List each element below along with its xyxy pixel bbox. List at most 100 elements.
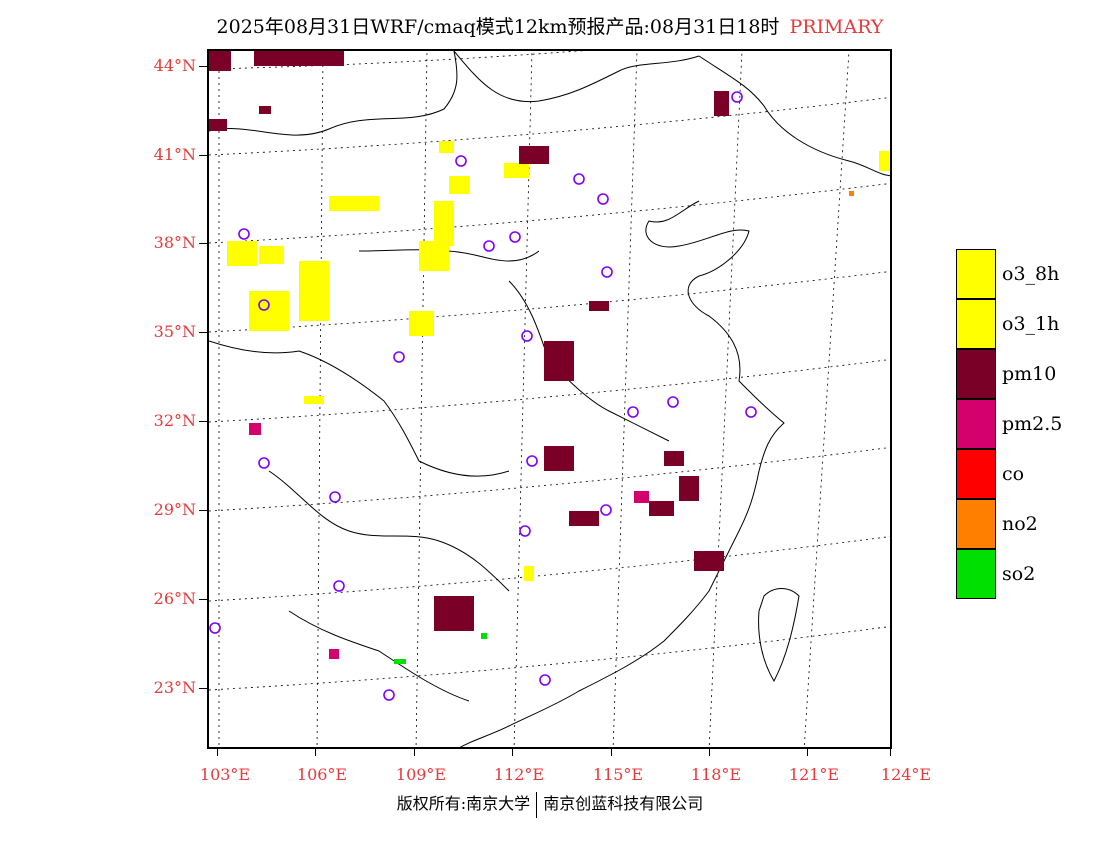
o3-patch [524,566,534,581]
station-marker [667,396,679,408]
legend-label: so2 [1002,563,1036,585]
pm10-patch [679,476,699,501]
graticule-lat-38 [209,183,890,244]
graticule-lat-23 [209,626,890,691]
legend-swatch [956,449,996,499]
pm10-patch [569,511,599,526]
forecast-map [207,49,892,749]
lat-label-26: 26°N [153,589,196,608]
province-line-5 [288,610,470,702]
graticule-lat-26 [209,536,890,602]
border-north [209,51,458,136]
pm10-patch [254,51,344,66]
copyright-footer: 版权所有:南京大学 南京创蓝科技有限公司 [0,790,1100,818]
station-marker [745,406,757,418]
legend-swatch [956,499,996,549]
map-canvas [209,51,890,747]
pm10-patch [544,341,574,381]
coastline [459,200,785,747]
o3-patch [879,151,890,171]
lon-label-121: 121°E [788,765,840,784]
province-line-4 [358,249,540,262]
pm10-patch [209,119,227,131]
lat-label-29: 29°N [153,500,196,519]
lat-label-41: 41°N [153,145,196,164]
graticule-lat-35 [209,271,890,333]
province-line-2 [268,470,510,592]
title-tag: PRIMARY [789,16,884,38]
o3-patch [439,141,454,153]
copyright-left: 版权所有:南京大学 [396,794,531,813]
footer-separator [536,791,538,818]
lon-label-124: 124°E [880,765,932,784]
station-marker [600,504,612,516]
pm10-patch [664,451,684,466]
pm25-patch [634,491,649,503]
so2-patch [394,659,406,664]
station-marker [539,674,551,686]
copyright-right: 南京创蓝科技有限公司 [543,794,704,813]
lon-label-118: 118°E [690,765,742,784]
graticule-lon-118 [708,51,743,747]
o3-patch [434,201,454,246]
lat-tick [199,66,207,67]
lon-tick [217,749,218,756]
lat-tick [199,688,207,689]
station-marker [597,193,609,205]
station-marker [333,580,345,592]
legend-label: pm10 [1002,363,1057,385]
station-marker [521,330,533,342]
graticule-lat-32 [209,359,890,423]
station-marker [519,525,531,537]
pm10-patches [209,51,729,631]
pm10-patch [589,301,609,311]
boundaries [209,51,890,747]
graticule-lat-44 [209,51,584,70]
station-marker [573,173,585,185]
lat-label-23: 23°N [153,678,196,697]
station-marker [329,491,341,503]
pm10-patch [649,501,674,516]
lat-tick [199,421,207,422]
lat-tick [199,155,207,156]
station-marker [393,351,405,363]
stations [209,91,757,701]
lon-label-109: 109°E [395,765,447,784]
lon-tick [315,749,316,756]
lat-label-44: 44°N [153,56,196,75]
lon-tick [414,749,415,756]
graticule-lat-29 [209,447,890,512]
pm25-patches [249,423,649,659]
lon-tick [709,749,710,756]
lon-label-112: 112°E [493,765,545,784]
lon-tick [512,749,513,756]
o3-patch [227,241,257,266]
pm10-patch [519,146,549,164]
graticule-lon-115 [612,51,638,747]
o3-patch [299,261,329,321]
station-marker [258,457,270,469]
pm10-patch [259,106,271,114]
station-marker [238,228,250,240]
station-marker [483,240,495,252]
graticule-lon-121 [803,51,850,747]
lat-tick [199,243,207,244]
lon-label-103: 103°E [199,765,251,784]
lon-tick [611,749,612,756]
station-marker [526,455,538,467]
o3-patch [304,396,324,404]
border-mongolia [453,51,700,103]
graticule-lon-106 [316,51,324,747]
province-line-3 [508,280,670,442]
lon-tick [890,749,891,756]
pm10-patch [714,91,729,116]
lat-label-38: 38°N [153,233,196,252]
o3-patch [249,291,289,331]
station-marker [509,231,521,243]
map-title: 2025年08月31日WRF/cmaq模式12km预报产品:08月31日18时 P… [0,12,1100,39]
pm10-patch [434,596,474,631]
lon-label-115: 115°E [592,765,644,784]
o3-patch [259,246,284,264]
border-northeast [698,55,890,177]
legend-swatch [956,399,996,449]
